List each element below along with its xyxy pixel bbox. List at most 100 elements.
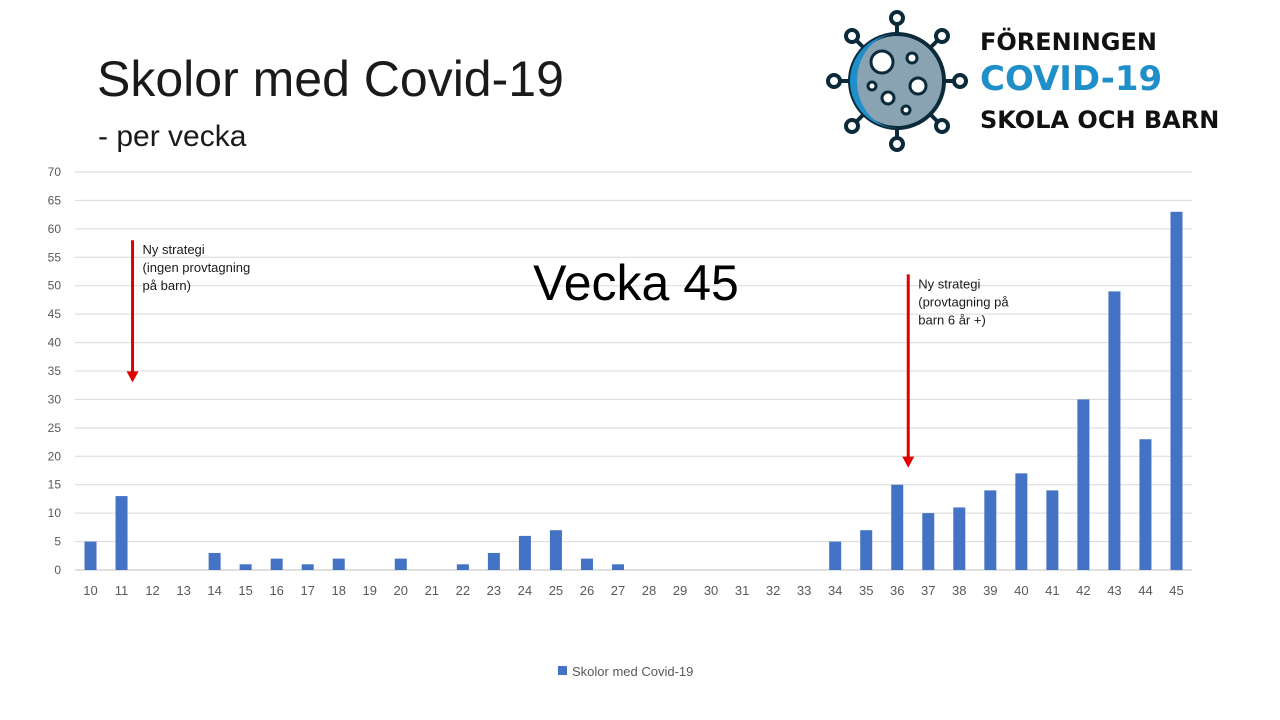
bar (301, 564, 314, 570)
bar (332, 558, 345, 570)
x-tick-label: 21 (425, 583, 439, 598)
annotation-text: Ny strategi (143, 242, 205, 257)
annotation-arrowhead (902, 456, 915, 468)
x-tick-label: 24 (518, 583, 532, 598)
x-tick-label: 22 (456, 583, 470, 598)
x-tick-label: 16 (269, 583, 283, 598)
x-tick-label: 36 (890, 583, 904, 598)
bar (580, 558, 593, 570)
bar (860, 530, 873, 570)
bar (84, 541, 97, 570)
bar (953, 507, 966, 570)
grid-lines (75, 171, 1192, 571)
bar (394, 558, 407, 570)
y-tick-label: 15 (48, 478, 62, 492)
y-tick-label: 30 (48, 392, 62, 406)
x-tick-label: 11 (115, 583, 129, 598)
annotation-arrowhead (126, 371, 139, 383)
y-tick-label: 40 (48, 336, 62, 350)
y-tick-label: 55 (48, 250, 62, 264)
week-label: Vecka 45 (533, 255, 739, 311)
bar (611, 564, 624, 570)
organization-logo: FÖRENINGEN COVID-19 SKOLA OCH BARN (826, 10, 1226, 152)
x-tick-label: 17 (300, 583, 314, 598)
bar (1046, 490, 1059, 570)
x-tick-label: 38 (952, 583, 966, 598)
logo-text-line2: COVID-19 (980, 59, 1163, 99)
bar (1015, 473, 1028, 570)
x-tick-label: 15 (238, 583, 252, 598)
annotation-text: Ny strategi (918, 276, 980, 291)
x-axis-ticks: 10 11 12 13 14 15 16 17 18 19 20 21 22 23 24 25 26 27 28 29… (83, 583, 1183, 598)
x-tick-label: 12 (145, 583, 159, 598)
slide-title: Skolor med Covid-19 (97, 51, 564, 107)
bars (84, 211, 1183, 571)
x-tick-label: 39 (983, 583, 997, 598)
slide-subtitle: - per vecka (98, 120, 247, 153)
x-tick-label: 37 (921, 583, 935, 598)
y-tick-label: 0 (54, 563, 61, 577)
x-tick-label: 26 (580, 583, 594, 598)
x-tick-label: 33 (797, 583, 811, 598)
bar (208, 552, 221, 570)
x-tick-label: 18 (332, 583, 346, 598)
y-tick-label: 10 (48, 506, 62, 520)
x-tick-label: 41 (1045, 583, 1059, 598)
x-tick-label: 43 (1107, 583, 1121, 598)
x-tick-label: 42 (1076, 583, 1090, 598)
y-tick-label: 25 (48, 421, 62, 435)
annotations: Ny strategi (ingen provtagning på barn) Ny … (126, 240, 1009, 468)
x-tick-label: 45 (1169, 583, 1183, 598)
x-tick-label: 40 (1014, 583, 1028, 598)
bar (1077, 399, 1090, 570)
bar (456, 564, 469, 570)
bar (518, 535, 531, 570)
annotation-text: (provtagning på (918, 294, 1009, 309)
logo-text-line1: FÖRENINGEN (980, 28, 1157, 56)
bar (891, 484, 904, 570)
bar (1170, 211, 1183, 571)
y-tick-label: 60 (48, 222, 62, 236)
x-tick-label: 19 (363, 583, 377, 598)
x-tick-label: 25 (549, 583, 563, 598)
y-tick-label: 70 (48, 165, 62, 179)
x-tick-label: 14 (207, 583, 221, 598)
x-tick-label: 34 (828, 583, 842, 598)
x-tick-label: 44 (1138, 583, 1152, 598)
x-tick-label: 35 (859, 583, 873, 598)
x-tick-label: 30 (704, 583, 718, 598)
x-tick-label: 28 (642, 583, 656, 598)
y-tick-label: 20 (48, 449, 62, 463)
y-tick-label: 65 (48, 193, 62, 207)
annotation-text: barn 6 år +) (918, 312, 986, 327)
x-tick-label: 32 (766, 583, 780, 598)
x-tick-label: 10 (83, 583, 97, 598)
y-tick-label: 45 (48, 307, 62, 321)
annotation-text: (ingen provtagning (143, 260, 251, 275)
x-tick-label: 23 (487, 583, 501, 598)
x-tick-label: 31 (735, 583, 749, 598)
x-tick-label: 29 (673, 583, 687, 598)
x-tick-label: 13 (176, 583, 190, 598)
legend-label: Skolor med Covid-19 (572, 664, 693, 679)
bar (239, 564, 252, 570)
bar (1139, 439, 1152, 570)
x-tick-label: 27 (611, 583, 625, 598)
bar (270, 558, 283, 570)
y-tick-label: 5 (54, 535, 61, 549)
legend-swatch (558, 666, 567, 675)
bar (984, 490, 997, 570)
logo-text-line3: SKOLA OCH BARN (980, 106, 1220, 134)
legend: Skolor med Covid-19 (558, 664, 693, 679)
bar (549, 530, 562, 570)
y-axis-ticks: 0 5 10 15 20 25 30 35 40 45 50 55 60 65 70 (48, 165, 62, 577)
bar (922, 513, 935, 570)
bar (115, 496, 128, 570)
annotation-text: på barn) (143, 278, 191, 293)
virus-icon (826, 10, 968, 152)
bar (829, 541, 842, 570)
y-tick-label: 35 (48, 364, 62, 378)
bar (487, 552, 500, 570)
x-tick-label: 20 (394, 583, 408, 598)
